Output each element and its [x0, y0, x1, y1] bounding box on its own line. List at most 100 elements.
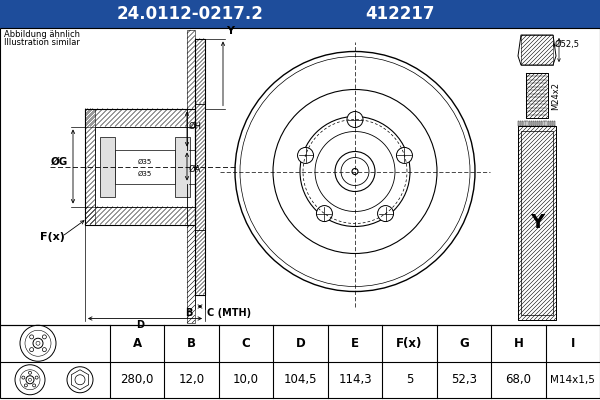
Text: 412217: 412217	[365, 5, 435, 23]
Bar	[0, 0, 600, 28]
Circle shape	[26, 376, 34, 384]
Text: B: B	[187, 337, 196, 350]
Polygon shape	[71, 370, 89, 390]
Bar	[526, 73, 548, 118]
Text: A: A	[133, 337, 142, 350]
Circle shape	[29, 335, 34, 339]
Text: 104,5: 104,5	[284, 373, 317, 386]
Bar	[545, 121, 547, 126]
Text: 24.0112-0217.2: 24.0112-0217.2	[116, 5, 263, 23]
Circle shape	[316, 206, 332, 222]
Circle shape	[240, 56, 470, 286]
Bar	[518, 126, 556, 320]
Bar	[195, 38, 205, 104]
Text: M24x2: M24x2	[551, 82, 560, 110]
Circle shape	[341, 158, 369, 186]
Text: Y: Y	[226, 26, 234, 36]
Bar	[85, 108, 195, 224]
Circle shape	[300, 116, 410, 226]
Bar	[187, 224, 195, 323]
Bar	[529, 121, 530, 126]
Circle shape	[67, 367, 93, 393]
Bar	[524, 121, 526, 126]
Text: ØG: ØG	[51, 156, 68, 166]
Text: Y: Y	[530, 214, 544, 232]
Text: D: D	[136, 320, 144, 330]
Bar	[195, 38, 205, 294]
Bar	[537, 121, 538, 126]
Circle shape	[29, 378, 32, 381]
Text: 68,0: 68,0	[505, 373, 532, 386]
Bar	[521, 131, 553, 315]
Bar	[550, 121, 551, 126]
Text: M14x1,5: M14x1,5	[550, 375, 595, 385]
Text: F(x): F(x)	[396, 337, 422, 350]
Circle shape	[75, 375, 85, 385]
Text: F(x): F(x)	[40, 232, 65, 242]
Circle shape	[29, 371, 32, 374]
Text: H: H	[514, 337, 523, 350]
Text: E: E	[351, 337, 359, 350]
Circle shape	[25, 384, 28, 387]
Circle shape	[32, 384, 35, 387]
Bar	[539, 121, 541, 126]
Circle shape	[298, 148, 314, 164]
Circle shape	[335, 152, 375, 192]
Circle shape	[22, 376, 25, 379]
Circle shape	[35, 376, 38, 379]
Bar	[175, 136, 190, 196]
Circle shape	[33, 338, 43, 348]
Bar	[0, 325, 600, 398]
Bar	[526, 121, 528, 126]
Bar	[115, 150, 175, 184]
Circle shape	[315, 132, 395, 212]
Bar	[533, 121, 534, 126]
Text: Ø35: Ø35	[138, 170, 152, 176]
Circle shape	[377, 206, 394, 222]
Circle shape	[15, 365, 45, 395]
Text: C: C	[242, 337, 250, 350]
Text: I: I	[571, 337, 575, 350]
Text: D: D	[296, 337, 305, 350]
Bar	[85, 108, 95, 224]
Bar	[521, 35, 553, 65]
Circle shape	[273, 90, 437, 254]
Text: G: G	[459, 337, 469, 350]
Bar	[522, 121, 523, 126]
Bar	[518, 121, 519, 126]
Text: 10,0: 10,0	[233, 373, 259, 386]
Text: Illustration similar: Illustration similar	[4, 38, 80, 47]
Bar	[530, 121, 532, 126]
Bar	[526, 73, 548, 118]
Bar	[554, 121, 555, 126]
Text: Abbildung ähnlich: Abbildung ähnlich	[4, 30, 80, 39]
Bar	[85, 108, 195, 126]
Bar	[95, 126, 195, 206]
Bar	[518, 126, 556, 320]
Bar	[520, 121, 521, 126]
Circle shape	[235, 52, 475, 292]
Text: Ø52,5: Ø52,5	[555, 40, 580, 50]
Bar	[0, 28, 600, 325]
Text: Ø35: Ø35	[138, 158, 152, 164]
Circle shape	[36, 341, 40, 345]
Bar	[541, 121, 542, 126]
Text: 5: 5	[406, 373, 413, 386]
Circle shape	[43, 348, 46, 352]
Text: B: B	[185, 308, 193, 318]
Circle shape	[29, 348, 34, 352]
Text: 52,3: 52,3	[451, 373, 477, 386]
Bar	[187, 30, 195, 108]
Text: 12,0: 12,0	[179, 373, 205, 386]
Bar	[535, 121, 536, 126]
Bar	[548, 121, 549, 126]
Circle shape	[347, 112, 363, 128]
Polygon shape	[518, 35, 556, 65]
Bar	[195, 230, 205, 294]
Circle shape	[43, 335, 46, 339]
Bar	[552, 121, 553, 126]
Bar	[85, 206, 195, 224]
Circle shape	[397, 148, 412, 164]
Circle shape	[20, 325, 56, 361]
Circle shape	[25, 330, 51, 356]
